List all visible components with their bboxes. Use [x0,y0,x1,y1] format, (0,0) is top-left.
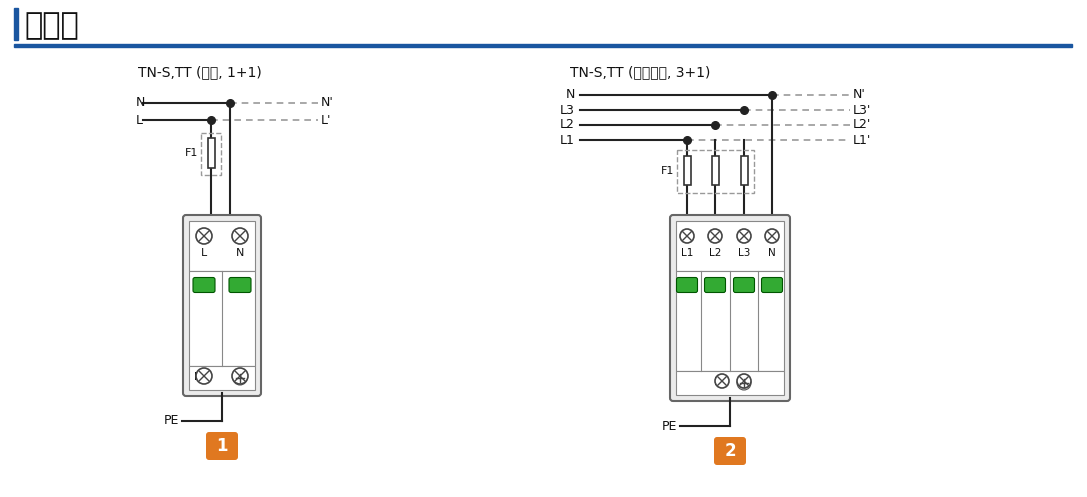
Bar [676,371,784,395]
Bar [684,156,690,185]
Text: TN-S,TT (三相四线, 3+1): TN-S,TT (三相四线, 3+1) [570,65,711,79]
FancyBboxPatch shape [207,432,238,460]
Text: L': L' [321,113,332,127]
Text: L2: L2 [709,248,721,258]
Text: PE: PE [662,419,677,432]
Circle shape [715,374,729,388]
Text: 1: 1 [216,437,228,455]
Text: TN-S,TT (单相, 1+1): TN-S,TT (单相, 1+1) [138,65,262,79]
Circle shape [737,374,751,388]
Circle shape [232,368,248,384]
Text: L1: L1 [680,248,694,258]
Text: N': N' [321,96,334,109]
Bar [712,156,719,185]
FancyBboxPatch shape [670,215,790,401]
FancyBboxPatch shape [676,277,698,293]
Text: L2: L2 [560,118,575,132]
Bar [677,150,754,193]
Text: L2': L2' [853,118,872,132]
Bar [189,366,255,390]
Text: L3': L3' [853,103,872,116]
Bar [740,156,748,185]
Text: PE: PE [193,372,207,382]
FancyBboxPatch shape [193,277,215,293]
FancyBboxPatch shape [734,277,754,293]
Circle shape [737,229,751,243]
Text: 2: 2 [724,442,736,460]
Text: N: N [136,96,146,109]
Text: 接线图: 接线图 [24,11,78,40]
Text: N: N [565,88,575,101]
Circle shape [232,228,248,244]
Circle shape [708,229,722,243]
FancyBboxPatch shape [714,437,746,465]
Circle shape [737,376,751,390]
Text: L3: L3 [738,248,750,258]
Bar [208,138,214,168]
Text: L1: L1 [560,134,575,147]
Text: L1': L1' [853,134,872,147]
Text: L: L [201,248,208,258]
Bar [14,44,1072,47]
Bar [676,221,784,271]
Text: L3: L3 [560,103,575,116]
Text: N: N [236,248,245,258]
Text: F1: F1 [661,166,674,175]
Bar [676,271,784,371]
Circle shape [196,368,212,384]
Text: N: N [769,248,776,258]
Text: N': N' [853,88,866,101]
FancyBboxPatch shape [704,277,725,293]
FancyBboxPatch shape [229,277,251,293]
Text: PE: PE [164,414,179,427]
Bar [189,221,255,271]
Bar [14,8,18,40]
Circle shape [196,228,212,244]
Circle shape [765,229,779,243]
FancyBboxPatch shape [762,277,783,293]
Bar [189,271,255,366]
Bar [201,133,221,175]
Circle shape [233,371,247,385]
Circle shape [680,229,694,243]
Text: PE: PE [714,377,727,387]
FancyBboxPatch shape [183,215,261,396]
Text: L: L [136,113,143,127]
Text: F1: F1 [185,148,198,158]
